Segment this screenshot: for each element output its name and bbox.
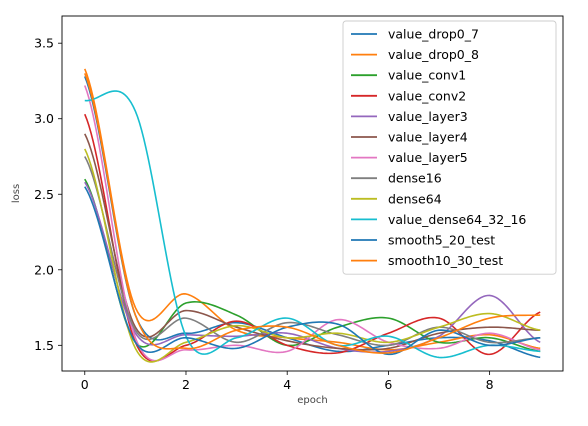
legend-entry-label: smooth5_20_test bbox=[388, 233, 495, 248]
legend-entry-label: dense64 bbox=[388, 191, 442, 206]
legend-entry-label: value_layer5 bbox=[388, 150, 468, 165]
y-tick-label: 2.0 bbox=[34, 262, 54, 277]
legend-entry-label: smooth10_30_test bbox=[388, 253, 503, 268]
y-tick-label: 3.5 bbox=[34, 36, 54, 51]
series-line-value-layer4 bbox=[84, 133, 541, 351]
y-tick-label: 2.5 bbox=[34, 187, 54, 202]
legend-entry-label: value_dense64_32_16 bbox=[388, 212, 526, 227]
series-line-dense16 bbox=[84, 156, 541, 347]
legend-entry-label: value_drop0_8 bbox=[388, 47, 479, 62]
y-axis-ticks: 1.5 2.0 2.5 3.0 3.5 bbox=[34, 36, 62, 353]
x-tick-label: 0 bbox=[81, 377, 89, 392]
x-axis-label: epoch bbox=[297, 395, 327, 406]
series-line-smooth5-20-test bbox=[84, 186, 541, 356]
legend-entry-label: value_conv2 bbox=[388, 88, 466, 103]
x-tick-label: 8 bbox=[486, 377, 494, 392]
legend-entry-label: value_layer3 bbox=[388, 109, 468, 124]
legend-entry-label: value_conv1 bbox=[388, 68, 466, 83]
legend-box bbox=[342, 20, 557, 275]
series-line-value-dense64-32-16 bbox=[84, 90, 541, 359]
legend-entry-label: value_drop0_7 bbox=[388, 27, 479, 42]
plot-frame bbox=[61, 15, 564, 372]
series-line-smooth10-30-test bbox=[84, 73, 541, 354]
series-line-value-layer5 bbox=[84, 85, 541, 362]
legend: value_drop0_7 value_drop0_8 value_conv1val… bbox=[342, 20, 557, 275]
x-tick-label: 2 bbox=[182, 377, 190, 392]
x-tick-label: 4 bbox=[283, 377, 291, 392]
legend-entry-label: value_layer4 bbox=[388, 130, 468, 145]
x-tick-label: 6 bbox=[384, 377, 392, 392]
y-axis-label: loss bbox=[11, 184, 22, 203]
legend-entry-label: dense16 bbox=[388, 171, 442, 186]
series-line-value-layer3 bbox=[84, 181, 541, 353]
y-tick-label: 1.5 bbox=[34, 338, 54, 353]
x-axis-ticks: 0 2 4 6 8 bbox=[81, 371, 494, 392]
plot-lines bbox=[84, 68, 541, 363]
y-tick-label: 3.0 bbox=[34, 111, 54, 126]
